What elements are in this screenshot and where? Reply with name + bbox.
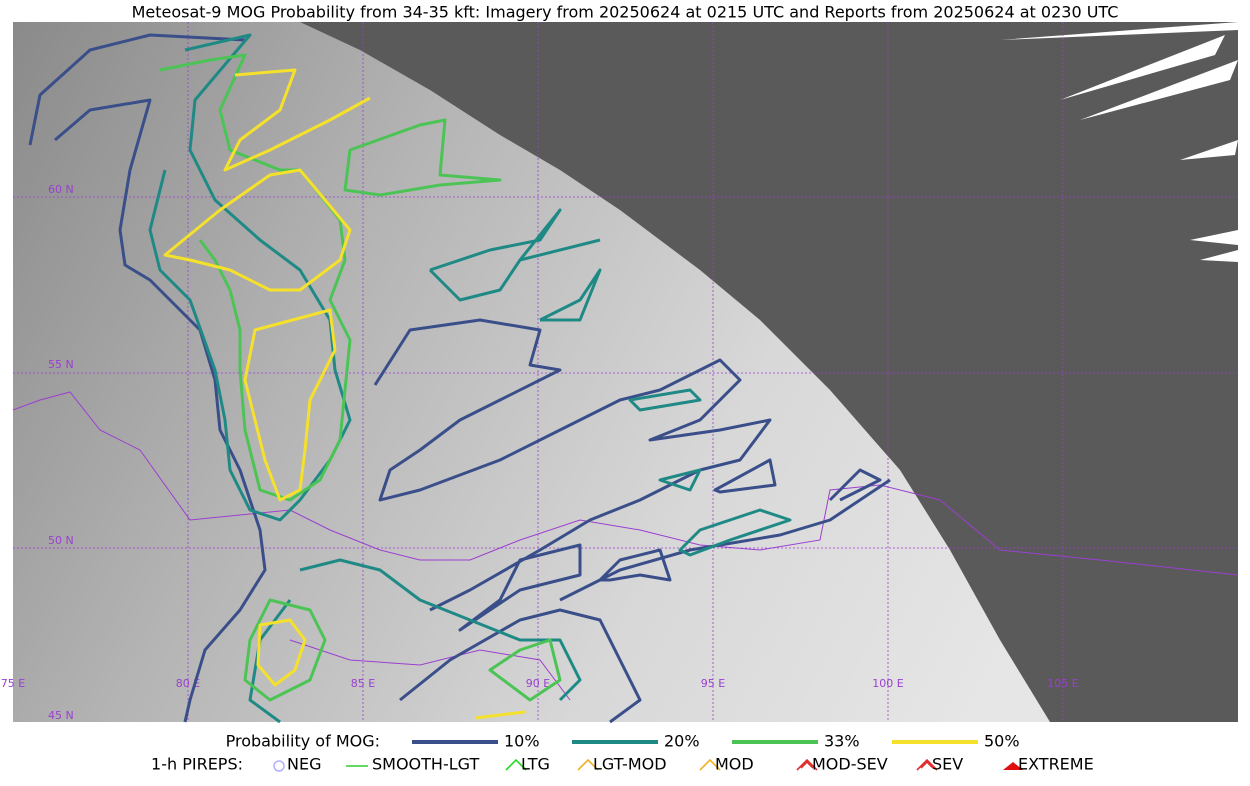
legend-label: SMOOTH-LGT bbox=[372, 755, 479, 774]
legend-label: 33% bbox=[824, 732, 860, 751]
lat-label: 50 N bbox=[48, 534, 74, 547]
map: 60 N 55 N 50 N 45 N 75 E 80 E 85 E 90 E … bbox=[1, 22, 1239, 724]
pirep-symbol bbox=[916, 758, 938, 771]
legend-label: LTG bbox=[521, 755, 550, 774]
lon-label: 90 E bbox=[526, 677, 550, 690]
legend-label: EXTREME bbox=[1018, 755, 1094, 774]
lon-label: 75 E bbox=[1, 677, 25, 690]
legend-label: NEG bbox=[287, 755, 321, 774]
legend-label: 20% bbox=[664, 732, 700, 751]
lon-label: 100 E bbox=[872, 677, 903, 690]
legend-label: MOD bbox=[715, 755, 754, 774]
contours bbox=[28, 33, 891, 724]
pirep-symbol bbox=[796, 758, 818, 771]
legend-label: SEV bbox=[932, 755, 963, 774]
earth-edge-space bbox=[300, 22, 1238, 722]
lat-label: 55 N bbox=[48, 358, 74, 371]
lon-label: 85 E bbox=[351, 677, 375, 690]
legend-title: Probability of MOG: bbox=[226, 732, 380, 751]
legend-label: 10% bbox=[504, 732, 540, 751]
space-streaks bbox=[1000, 22, 1238, 262]
lat-label: 60 N bbox=[48, 183, 74, 196]
lon-label: 95 E bbox=[701, 677, 725, 690]
legend-title: 1-h PIREPS: bbox=[151, 755, 243, 774]
title: Meteosat-9 MOG Probability from 34-35 kf… bbox=[132, 3, 1119, 22]
pirep-symbol bbox=[699, 758, 721, 771]
legend-label: 50% bbox=[984, 732, 1020, 751]
pirep-symbol bbox=[577, 758, 599, 771]
lat-label: 45 N bbox=[48, 709, 74, 722]
pirep-symbol bbox=[1003, 762, 1023, 770]
legend-label: LGT-MOD bbox=[593, 755, 667, 774]
legend: Probability of MOG: 1-h PIREPS: 10% 20% 33… bbox=[151, 732, 1094, 774]
lon-label: 105 E bbox=[1047, 677, 1078, 690]
borders bbox=[12, 391, 1239, 701]
legend-label: MOD-SEV bbox=[812, 755, 888, 774]
pirep-symbol bbox=[505, 758, 527, 771]
graticule: 60 N 55 N 50 N 45 N 75 E 80 E 85 E 90 E … bbox=[1, 22, 1238, 722]
pirep-symbol bbox=[273, 760, 285, 772]
